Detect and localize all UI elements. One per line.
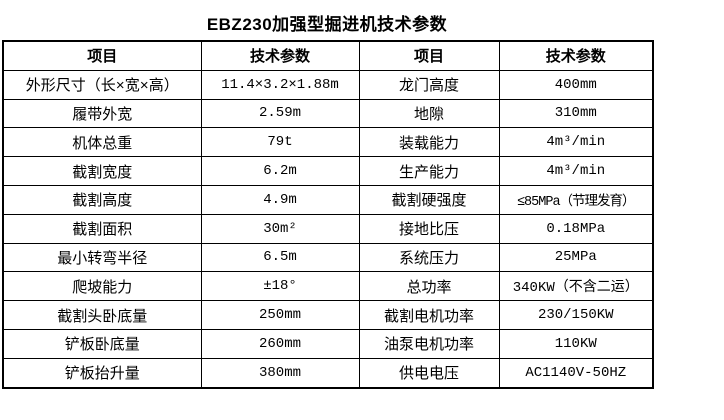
value-cell: 110KW	[498, 328, 654, 359]
table-row: 爬坡能力 ±18° 总功率 340KW（不含二运）	[2, 271, 654, 302]
item-cell: 总功率	[358, 271, 500, 302]
table-row: 最小转弯半径 6.5m 系统压力 25MPa	[2, 242, 654, 273]
item-cell: 外形尺寸（长×宽×高）	[2, 69, 202, 100]
item-cell: 生产能力	[358, 156, 500, 186]
value-cell: 2.59m	[200, 98, 360, 129]
item-cell: 机体总重	[2, 127, 202, 158]
item-cell: 装载能力	[358, 127, 500, 158]
item-cell: 爬坡能力	[2, 271, 202, 302]
value-cell: 230/150KW	[498, 300, 654, 330]
header-row: 项目 技术参数 项目 技术参数	[2, 40, 654, 71]
header-item-left: 项目	[2, 40, 202, 71]
value-cell: 250mm	[200, 300, 360, 330]
value-cell: 0.18MPa	[498, 213, 654, 244]
item-cell: 截割头卧底量	[2, 300, 202, 330]
table-row: 截割宽度 6.2m 生产能力 4m³/min	[2, 156, 654, 186]
item-cell: 截割宽度	[2, 156, 202, 186]
item-cell: 截割面积	[2, 213, 202, 244]
value-cell: 25MPa	[498, 242, 654, 273]
table-row: 截割高度 4.9m 截割硬强度 ≤85MPa（节理发育）	[2, 184, 654, 215]
table-row: 机体总重 79t 装载能力 4m³/min	[2, 127, 654, 158]
table-row: 铲板抬升量 380mm 供电电压 AC1140V-50HZ	[2, 357, 654, 389]
item-cell: 龙门高度	[358, 69, 500, 100]
table-row: 履带外宽 2.59m 地隙 310mm	[2, 98, 654, 129]
header-param-right: 技术参数	[498, 40, 654, 71]
value-cell: 4.9m	[200, 184, 360, 215]
item-cell: 截割高度	[2, 184, 202, 215]
item-cell: 履带外宽	[2, 98, 202, 129]
page-title: EBZ230加强型掘进机技术参数	[206, 15, 448, 34]
table-row: 铲板卧底量 260mm 油泵电机功率 110KW	[2, 328, 654, 359]
value-cell: 400mm	[498, 69, 654, 100]
value-cell: ≤85MPa（节理发育）	[498, 184, 654, 215]
value-cell: 380mm	[200, 357, 360, 389]
value-cell: 6.2m	[200, 156, 360, 186]
table-body: 外形尺寸（长×宽×高） 11.4×3.2×1.88m 龙门高度 400mm 履带外宽 2.…	[2, 69, 654, 389]
value-cell: 260mm	[200, 328, 360, 359]
value-cell: 79t	[200, 127, 360, 158]
table-row: 截割头卧底量 250mm 截割电机功率 230/150KW	[2, 300, 654, 330]
value-cell: 4m³/min	[498, 156, 654, 186]
value-cell: 4m³/min	[498, 127, 654, 158]
spec-table: 项目 技术参数 项目 技术参数 外形尺寸（长×宽×高） 11.4×3.2×1.88…	[2, 40, 654, 389]
value-cell: 340KW（不含二运）	[498, 271, 654, 302]
item-cell: 地隙	[358, 98, 500, 129]
table-row: 外形尺寸（长×宽×高） 11.4×3.2×1.88m 龙门高度 400mm	[2, 69, 654, 100]
header-param-left: 技术参数	[200, 40, 360, 71]
value-cell: AC1140V-50HZ	[498, 357, 654, 389]
item-cell: 截割硬强度	[358, 184, 500, 215]
item-cell: 油泵电机功率	[358, 328, 500, 359]
item-cell: 接地比压	[358, 213, 500, 244]
header-item-right: 项目	[358, 40, 500, 71]
item-cell: 铲板抬升量	[2, 357, 202, 389]
table-header: 项目 技术参数 项目 技术参数	[2, 40, 654, 71]
item-cell: 供电电压	[358, 357, 500, 389]
value-cell: ±18°	[200, 271, 360, 302]
value-cell: 11.4×3.2×1.88m	[200, 69, 360, 100]
value-cell: 6.5m	[200, 242, 360, 273]
item-cell: 系统压力	[358, 242, 500, 273]
item-cell: 最小转弯半径	[2, 242, 202, 273]
value-cell: 30m²	[200, 213, 360, 244]
table-row: 截割面积 30m² 接地比压 0.18MPa	[2, 213, 654, 244]
item-cell: 铲板卧底量	[2, 328, 202, 359]
item-cell: 截割电机功率	[358, 300, 500, 330]
value-cell: 310mm	[498, 98, 654, 129]
